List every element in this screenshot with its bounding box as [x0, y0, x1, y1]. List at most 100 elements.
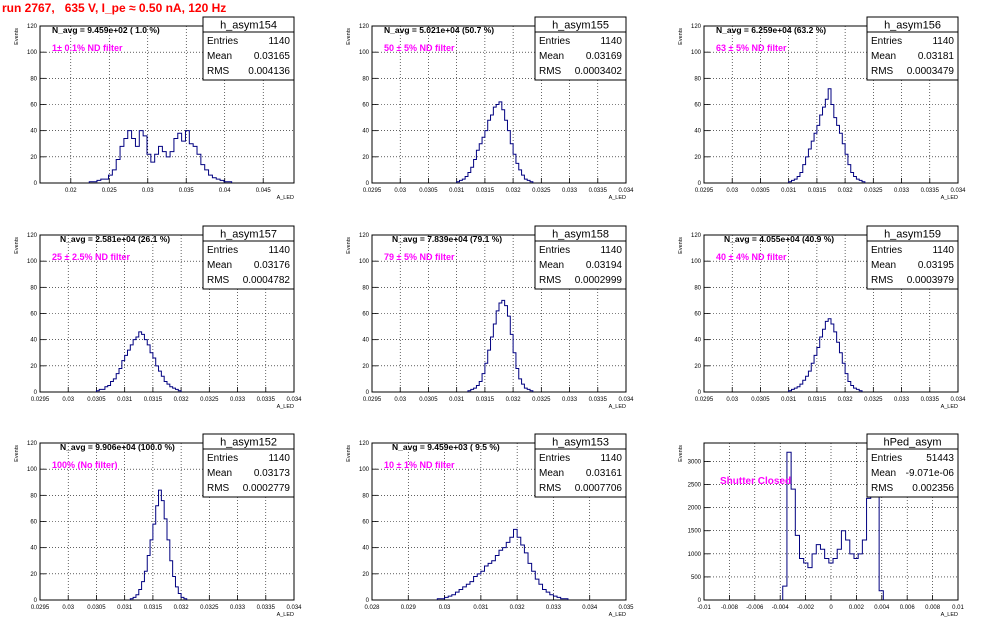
stats-label: RMS [539, 66, 562, 77]
y-tick-label: 40 [362, 546, 369, 552]
histogram-series [782, 447, 884, 600]
stats-title: h_asym155 [552, 20, 609, 32]
x-tick-label: 0.033 [894, 397, 910, 403]
x-tick-label: 0.031 [117, 605, 133, 611]
y-tick-label: 120 [27, 233, 38, 239]
stats-label: Entries [207, 453, 238, 464]
stats-label: Mean [871, 51, 896, 62]
x-tick-label: 0.0305 [751, 188, 770, 194]
histogram-series [95, 331, 182, 392]
y-tick-label: 20 [362, 364, 369, 370]
x-axis-label: A_LED [609, 195, 626, 201]
x-tick-label: 0.0335 [589, 397, 608, 403]
y-tick-label: 120 [691, 233, 702, 239]
x-tick-label: 0.0295 [695, 397, 714, 403]
panel-h_asym152: 0.0295 0.03 0.0305 0.031 0.0315 0.032 0.0325 0.… [14, 433, 302, 618]
x-tick-label: 0.045 [256, 188, 272, 194]
y-tick-label: 60 [30, 312, 37, 318]
y-tick-label: 60 [30, 520, 37, 526]
stats-label: RMS [871, 483, 894, 494]
stats-label: RMS [871, 66, 894, 77]
stats-box [866, 448, 959, 498]
y-tick-label: 120 [27, 441, 38, 447]
stats-value: 0.0002779 [243, 483, 291, 494]
y-tick-label: 100 [27, 50, 38, 56]
stats-value: 1140 [268, 453, 290, 464]
y-axis-label: Events [678, 28, 684, 45]
stats-value: 0.03165 [254, 51, 291, 62]
x-tick-label: 0.0335 [257, 605, 276, 611]
navg-label: N_avg = 2.581e+04 (26.1 %) [60, 234, 170, 244]
x-axis-label: A_LED [277, 612, 294, 618]
y-tick-label: 60 [362, 103, 369, 109]
x-tick-label: 0.033 [230, 605, 246, 611]
y-tick-label: 100 [359, 467, 370, 473]
histogram-series [788, 88, 866, 183]
y-tick-label: 60 [694, 312, 701, 318]
y-tick-label: 80 [362, 285, 369, 291]
x-tick-label: 0.034 [286, 605, 302, 611]
x-tick-label: 0.0325 [864, 397, 883, 403]
stats-label: Entries [539, 36, 570, 47]
x-tick-label: 0.033 [230, 397, 246, 403]
filter-note: 79 ± 5% ND filter [384, 252, 455, 262]
y-axis-label: Events [14, 445, 20, 462]
y-axis-label: Events [678, 237, 684, 254]
x-tick-label: 0.035 [618, 605, 634, 611]
x-tick-label: 0.033 [562, 188, 578, 194]
y-tick-label: 40 [30, 546, 37, 552]
stats-label: Mean [207, 260, 232, 271]
x-tick-label: -0.01 [697, 605, 711, 611]
x-tick-label: 0.031 [117, 397, 133, 403]
stats-value: 0.03169 [586, 51, 623, 62]
y-tick-label: 0 [34, 181, 38, 187]
x-tick-label: 0.03 [394, 188, 406, 194]
x-tick-label: 0.0315 [476, 188, 495, 194]
panel-h_asym159: 0.0295 0.03 0.0305 0.031 0.0315 0.032 0.0325 0.… [678, 225, 966, 410]
stats-label: Entries [539, 245, 570, 256]
y-tick-label: 40 [694, 338, 701, 344]
x-axis-label: A_LED [277, 404, 294, 410]
x-tick-label: 0.034 [286, 397, 302, 403]
stats-label: RMS [207, 66, 230, 77]
y-axis-label: Events [14, 28, 20, 45]
stats-label: Mean [539, 468, 564, 479]
histogram-series [129, 489, 188, 600]
stats-label: RMS [871, 275, 894, 286]
histogram-series [436, 528, 569, 600]
navg-label: N_avg = 9.906e+04 (100.0 %) [60, 442, 175, 452]
x-tick-label: -0.002 [797, 605, 815, 611]
y-tick-label: 120 [27, 24, 38, 30]
stats-value: 0.002356 [912, 483, 954, 494]
y-tick-label: 2000 [688, 506, 702, 512]
x-tick-label: 0.032 [506, 188, 522, 194]
stats-title: h_asym159 [884, 229, 941, 241]
x-tick-label: 0.031 [473, 605, 489, 611]
filter-note: 100% (No filter) [52, 460, 118, 470]
y-tick-label: 80 [362, 493, 369, 499]
y-tick-label: 0 [366, 598, 370, 604]
x-tick-label: 0.0325 [200, 397, 219, 403]
x-tick-label: -0.004 [772, 605, 790, 611]
panel-h_asym155: 0.0295 0.03 0.0305 0.031 0.0315 0.032 0.0325 0.… [346, 16, 634, 201]
x-tick-label: 0.0325 [532, 397, 551, 403]
y-axis-label: Events [678, 445, 684, 462]
x-tick-label: 0.04 [219, 188, 231, 194]
filter-note: 25 ± 2.5% ND filter [52, 252, 130, 262]
x-tick-label: 0.0295 [695, 188, 714, 194]
stats-label: Entries [207, 245, 238, 256]
y-tick-label: 1000 [688, 552, 702, 558]
y-tick-label: 60 [362, 312, 369, 318]
x-tick-label: 0.032 [510, 605, 526, 611]
navg-label: N_avg = 9.459e+03 ( 9.5 %) [392, 442, 500, 452]
y-tick-label: 120 [359, 24, 370, 30]
stats-title: h_asym157 [220, 229, 277, 241]
y-tick-label: 60 [694, 103, 701, 109]
stats-box [534, 31, 627, 81]
stats-label: Entries [207, 36, 238, 47]
y-tick-label: 0 [698, 390, 702, 396]
stats-title: h_asym156 [884, 20, 941, 32]
x-axis-label: A_LED [277, 195, 294, 201]
stats-label: Entries [871, 453, 902, 464]
stats-title: h_asym158 [552, 229, 609, 241]
